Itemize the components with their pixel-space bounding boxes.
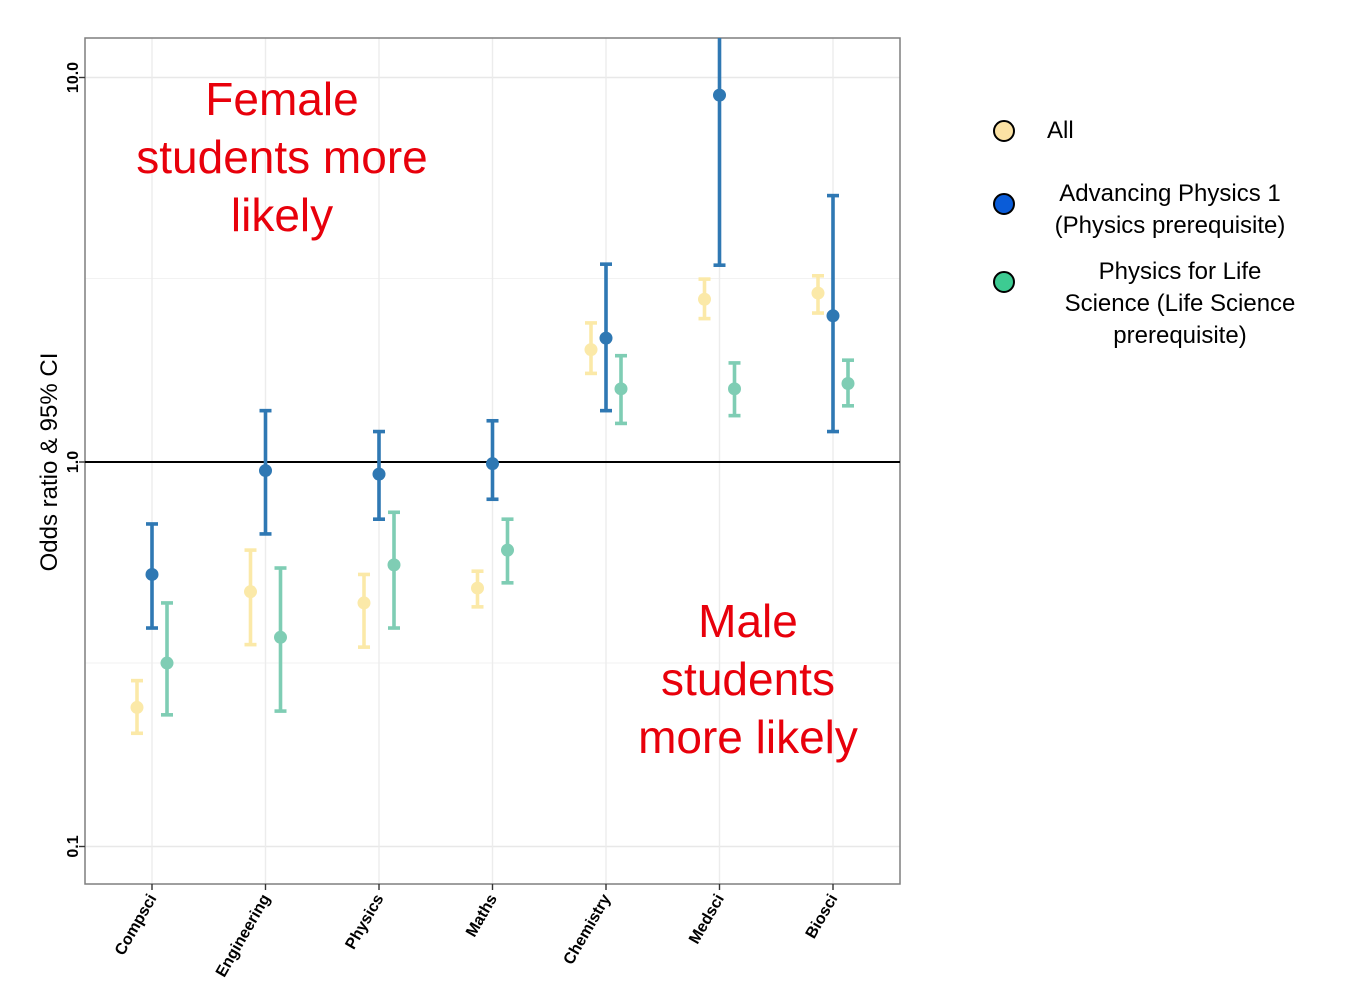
x-tick-label: Medsci xyxy=(686,892,728,947)
y-axis-label: Odds ratio & 95% CI xyxy=(36,353,63,572)
data-point xyxy=(599,331,613,345)
y-tick-label: 10.0 xyxy=(65,62,82,93)
annotation-male-line: more likely xyxy=(638,711,858,763)
x-tick-label: Compsci xyxy=(112,892,161,959)
legend-swatch-life-science xyxy=(993,271,1015,293)
data-point xyxy=(387,558,401,572)
data-point xyxy=(372,467,386,481)
data-point xyxy=(160,656,174,670)
data-point xyxy=(698,292,711,306)
data-point xyxy=(811,286,825,300)
legend-label-all: All xyxy=(1047,117,1074,144)
data-point xyxy=(486,457,499,471)
series-1 xyxy=(145,38,840,630)
data-point xyxy=(274,630,287,644)
annotation-female-line: students more xyxy=(136,131,427,183)
data-point xyxy=(584,343,598,357)
y-tick-label: 0.1 xyxy=(65,835,82,857)
data-point xyxy=(614,382,628,396)
data-point xyxy=(130,700,144,714)
annotation-male-line: Male xyxy=(698,595,798,647)
y-tick-label: 1.0 xyxy=(65,451,82,473)
legend-item-advancing-physics: Advancing Physics 1 (Physics prerequisit… xyxy=(985,105,1345,239)
legend-label-life-science: Physics for Life Science (Life Science p… xyxy=(1064,258,1296,349)
series-2 xyxy=(160,353,855,717)
series-0 xyxy=(130,273,825,736)
annotation-female-line: Female xyxy=(205,73,358,125)
data-point xyxy=(841,377,855,391)
data-point xyxy=(145,567,159,581)
legend-swatch-all xyxy=(993,120,1015,142)
legend-label-advancing-physics: Advancing Physics 1 (Physics prerequisit… xyxy=(1054,180,1286,239)
x-tick-label: Physics xyxy=(342,891,387,952)
legend-swatch-advancing-physics xyxy=(993,193,1015,215)
legend-item-life-science: Physics for Life Science (Life Science p… xyxy=(985,183,1345,349)
x-tick-label: Biosci xyxy=(803,892,842,942)
data-point xyxy=(728,382,741,396)
annotation-male-line: students xyxy=(661,653,835,705)
x-tick-label: Maths xyxy=(463,891,501,940)
annotation-female-line: likely xyxy=(231,189,333,241)
data-point xyxy=(471,581,484,595)
data-point xyxy=(244,585,257,599)
data-point xyxy=(713,88,726,102)
x-axis: Compsci Engineering Physics Maths Chemistry M… xyxy=(112,884,842,981)
x-tick-label: Chemistry xyxy=(561,891,615,967)
y-axis: 0.1 1.0 10.0 xyxy=(65,62,85,858)
series-group xyxy=(130,38,855,736)
legend-item-all: All xyxy=(985,105,1345,165)
annotations: Female students more likely Male students mor… xyxy=(136,73,858,763)
data-point xyxy=(826,309,840,323)
x-tick-label: Engineering xyxy=(213,892,274,981)
data-point xyxy=(501,543,514,557)
data-point xyxy=(259,464,272,478)
data-point xyxy=(357,596,371,610)
